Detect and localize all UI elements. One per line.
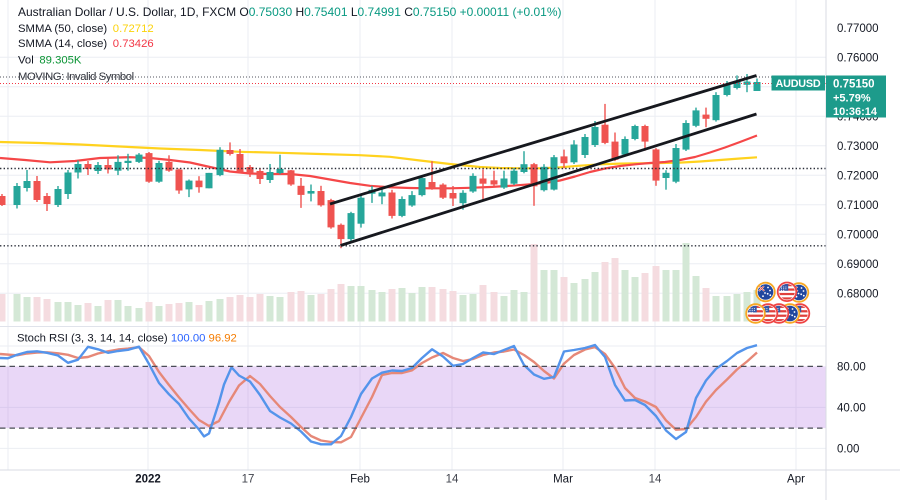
svg-text:+5.79%: +5.79% <box>833 93 871 105</box>
svg-text:Stoch RSI (3, 3, 14, 14, close: Stoch RSI (3, 3, 14, 14, close) 100.00 9… <box>17 333 237 345</box>
svg-text:0.76000: 0.76000 <box>837 52 879 64</box>
svg-text:40.00: 40.00 <box>837 402 866 414</box>
svg-text:14: 14 <box>446 474 459 486</box>
svg-text:80.00: 80.00 <box>837 361 866 373</box>
svg-text:0.75150: 0.75150 <box>833 79 875 91</box>
svg-text:0.00: 0.00 <box>837 443 859 455</box>
svg-text:0.73000: 0.73000 <box>837 141 879 153</box>
svg-text:SMMA (14, close) 0.73426: SMMA (14, close) 0.73426 <box>18 38 154 50</box>
svg-text:0.68000: 0.68000 <box>837 288 879 300</box>
svg-text:Australian Dollar / U.S. Dolla: Australian Dollar / U.S. Dollar, 1D, FXC… <box>18 5 562 19</box>
svg-text:0.71000: 0.71000 <box>837 200 879 212</box>
svg-text:Feb: Feb <box>350 474 370 486</box>
svg-text:14: 14 <box>649 474 662 486</box>
svg-text:0.70000: 0.70000 <box>837 229 879 241</box>
svg-text:AUDUSD: AUDUSD <box>776 78 821 90</box>
svg-text:Apr: Apr <box>787 474 805 486</box>
svg-text:SMMA (50, close) 0.72712: SMMA (50, close) 0.72712 <box>18 23 154 35</box>
svg-text:Vol 89.305K: Vol 89.305K <box>18 54 82 66</box>
svg-text:0.72000: 0.72000 <box>837 170 879 182</box>
svg-text:0.69000: 0.69000 <box>837 259 879 271</box>
svg-text:2022: 2022 <box>135 474 161 486</box>
svg-text:17: 17 <box>242 474 255 486</box>
svg-text:MOVING: Invalid Symbol: MOVING: Invalid Symbol <box>18 71 134 83</box>
svg-text:0.77000: 0.77000 <box>837 23 879 35</box>
svg-text:10:36:14: 10:36:14 <box>833 106 878 118</box>
svg-text:Mar: Mar <box>553 474 573 486</box>
